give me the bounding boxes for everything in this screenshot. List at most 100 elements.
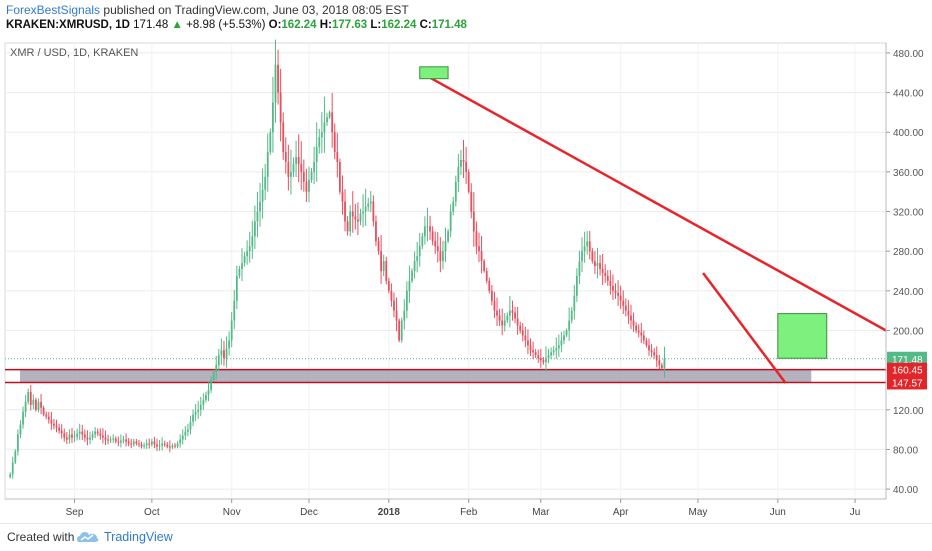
candle-body[interactable] <box>467 171 470 192</box>
candle-body[interactable] <box>318 137 321 148</box>
candle-body[interactable] <box>58 427 60 431</box>
candle-body[interactable] <box>9 474 12 477</box>
candle-body[interactable] <box>251 236 254 247</box>
candle-body[interactable] <box>138 443 140 445</box>
candle-body[interactable] <box>47 416 50 420</box>
candle-body[interactable] <box>557 345 560 349</box>
candle-body[interactable] <box>586 241 589 247</box>
candle-body[interactable] <box>163 443 166 445</box>
candle-body[interactable] <box>521 330 524 336</box>
candle-body[interactable] <box>112 438 115 440</box>
candle-body[interactable] <box>581 251 583 262</box>
candle-body[interactable] <box>524 335 527 341</box>
candle-body[interactable] <box>194 411 197 415</box>
candle-body[interactable] <box>308 179 310 192</box>
candle-body[interactable] <box>375 221 377 242</box>
candle-body[interactable] <box>76 433 79 437</box>
candle-body[interactable] <box>387 280 390 291</box>
candle-body[interactable] <box>122 439 125 441</box>
candle-body[interactable] <box>351 211 354 217</box>
candle-body[interactable] <box>86 437 89 440</box>
candle-body[interactable] <box>189 421 192 430</box>
top-marker-box[interactable] <box>419 66 449 80</box>
candle-body[interactable] <box>331 112 334 133</box>
candle-body[interactable] <box>429 226 431 232</box>
candle-body[interactable] <box>83 434 86 438</box>
candle-body[interactable] <box>32 399 35 405</box>
candle-body[interactable] <box>452 201 455 212</box>
candle-body[interactable] <box>490 290 493 301</box>
candle-body[interactable] <box>313 161 316 172</box>
candle-body[interactable] <box>560 340 563 346</box>
candle-body[interactable] <box>269 132 272 153</box>
candle-body[interactable] <box>400 320 403 341</box>
candle-body[interactable] <box>434 241 437 247</box>
candle-body[interactable] <box>143 445 146 447</box>
candle-body[interactable] <box>300 163 303 172</box>
candle-body[interactable] <box>217 355 220 366</box>
candle-body[interactable] <box>310 171 313 180</box>
candle-body[interactable] <box>534 352 537 356</box>
candle-body[interactable] <box>555 348 558 351</box>
candle-body[interactable] <box>16 434 19 452</box>
candle-body[interactable] <box>215 365 218 373</box>
candle-body[interactable] <box>604 272 607 276</box>
candle-body[interactable] <box>542 360 545 363</box>
descending-trendline[interactable] <box>429 76 887 332</box>
candle-body[interactable] <box>197 409 200 412</box>
candle-body[interactable] <box>225 348 228 359</box>
candle-body[interactable] <box>617 292 619 296</box>
candle-body[interactable] <box>202 399 205 405</box>
candle-body[interactable] <box>248 246 251 252</box>
candle-body[interactable] <box>114 438 117 442</box>
candle-body[interactable] <box>588 241 591 252</box>
short-trendline[interactable] <box>702 272 787 384</box>
candle-body[interactable] <box>442 251 444 262</box>
candle-body[interactable] <box>256 211 259 222</box>
candle-body[interactable] <box>161 443 164 446</box>
candle-body[interactable] <box>377 241 380 252</box>
candle-body[interactable] <box>362 211 364 214</box>
candle-body[interactable] <box>246 251 249 257</box>
candle-body[interactable] <box>573 295 576 311</box>
candle-body[interactable] <box>380 251 383 271</box>
candle-body[interactable] <box>460 159 462 167</box>
candle-body[interactable] <box>241 263 243 270</box>
candle-body[interactable] <box>583 246 586 252</box>
candle-body[interactable] <box>364 206 367 212</box>
candle-body[interactable] <box>635 325 638 331</box>
candle-body[interactable] <box>630 315 632 321</box>
candle-body[interactable] <box>346 221 349 232</box>
candle-body[interactable] <box>658 360 661 366</box>
candle-body[interactable] <box>27 391 30 402</box>
candle-body[interactable] <box>418 246 421 257</box>
candle-body[interactable] <box>612 285 614 291</box>
candle-body[interactable] <box>120 440 122 443</box>
candle-body[interactable] <box>91 434 94 438</box>
candle-body[interactable] <box>527 340 529 346</box>
candle-body[interactable] <box>594 261 596 267</box>
candle-body[interactable] <box>37 401 40 410</box>
candle-body[interactable] <box>81 431 84 435</box>
candle-body[interactable] <box>575 275 578 296</box>
candle-body[interactable] <box>465 161 468 172</box>
candle-body[interactable] <box>359 213 362 222</box>
tradingview-brand[interactable]: TradingView <box>104 530 173 544</box>
candle-body[interactable] <box>295 157 297 164</box>
candle-body[interactable] <box>60 430 63 434</box>
candle-body[interactable] <box>488 280 491 291</box>
candle-body[interactable] <box>411 271 413 281</box>
candle-body[interactable] <box>282 122 285 153</box>
candle-body[interactable] <box>405 290 408 311</box>
candle-body[interactable] <box>640 332 643 336</box>
candle-body[interactable] <box>101 435 104 438</box>
candle-body[interactable] <box>181 435 184 440</box>
candle-body[interactable] <box>184 431 187 436</box>
candle-body[interactable] <box>624 305 627 311</box>
candle-body[interactable] <box>45 414 48 417</box>
candle-body[interactable] <box>395 310 398 321</box>
candle-body[interactable] <box>398 320 401 341</box>
candle-body[interactable] <box>24 401 27 412</box>
candle-body[interactable] <box>326 117 328 123</box>
candle-body[interactable] <box>599 263 601 270</box>
